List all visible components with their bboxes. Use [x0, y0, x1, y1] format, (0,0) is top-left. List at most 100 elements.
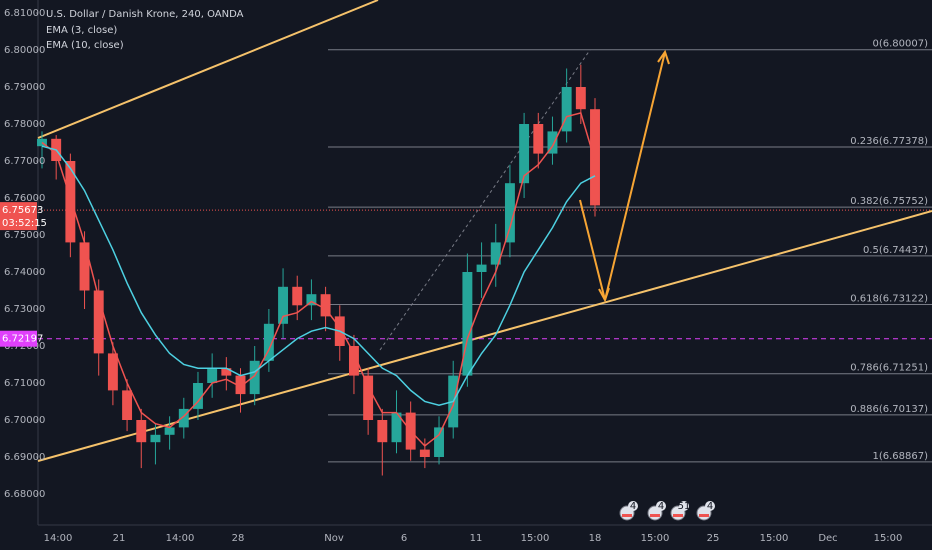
indicator-label: EMA (3, close) [46, 25, 117, 36]
event-count: 4 [658, 501, 664, 512]
candle-body [249, 360, 260, 395]
x-tick-label: 28 [232, 533, 245, 544]
event-icon[interactable]: 4 [696, 501, 715, 521]
event-flag-stripe [622, 514, 632, 517]
event-icon[interactable]: 51 [670, 501, 690, 521]
candle-body [193, 383, 203, 409]
fib-label: 0.5(6.74437) [863, 245, 928, 256]
candle-body [79, 242, 90, 291]
event-icon[interactable]: 4 [619, 501, 638, 521]
y-tick-label: 6.73000 [4, 304, 45, 315]
chart-title: U.S. Dollar / Danish Krone, 240, OANDA [46, 9, 244, 20]
y-tick-label: 6.70000 [4, 415, 45, 426]
candle-body [547, 131, 558, 154]
event-count: 4 [707, 501, 713, 512]
x-tick-label: 15:00 [874, 533, 903, 544]
last-price-label: 6.75673 [2, 205, 43, 216]
y-tick-label: 6.74000 [4, 267, 45, 278]
candle-body [561, 87, 572, 132]
y-tick-label: 6.76000 [4, 193, 45, 204]
event-icon[interactable]: 4 [647, 501, 666, 521]
candle-body [504, 183, 515, 243]
candle-body [575, 87, 586, 110]
alert-tag-label: 6.72197 [2, 334, 43, 345]
x-tick-label: Nov [324, 533, 344, 544]
countdown-label: 03:52:15 [2, 218, 47, 229]
x-tick-label: 14:00 [166, 533, 195, 544]
fib-trend-line [379, 49, 591, 351]
event-flag-stripe [673, 514, 683, 517]
ema-line [41, 145, 596, 406]
fib-label: 0.786(6.71251) [850, 363, 928, 374]
x-tick-label: 25 [707, 533, 720, 544]
indicator-label: EMA (10, close) [46, 40, 124, 51]
fib-label: 1(6.68867) [872, 451, 928, 462]
event-flag-stripe [650, 514, 660, 517]
candle-body [136, 420, 147, 443]
candle-body [348, 346, 359, 376]
x-tick-label: Dec [818, 533, 837, 544]
candle-body [490, 242, 501, 265]
y-tick-label: 6.71000 [4, 378, 45, 389]
event-badge [705, 501, 715, 511]
fib-label: 0.382(6.75752) [850, 196, 928, 207]
y-tick-label: 6.80000 [4, 45, 45, 56]
axes: 6.680006.690006.700006.710006.720006.730… [0, 8, 902, 544]
y-tick-label: 6.69000 [4, 452, 45, 463]
y-tick-label: 6.78000 [4, 119, 45, 130]
x-tick-label: 15:00 [521, 533, 550, 544]
last-price-tag [0, 202, 37, 231]
fibonacci-retracement[interactable]: 0(6.80007) 0.236(6.77378) 0.382(6.75752) 0.… [328, 39, 932, 463]
y-tick-label: 6.79000 [4, 82, 45, 93]
candle-body [178, 408, 189, 428]
candle-body [363, 375, 374, 420]
x-tick-label: 18 [589, 533, 602, 544]
candle-body [377, 420, 388, 443]
candle-body [590, 109, 600, 206]
candle-body [122, 390, 133, 420]
candle-body [320, 294, 331, 317]
candle-body [150, 434, 161, 443]
ema-line [41, 111, 596, 447]
candle-body [235, 375, 246, 395]
candle-body [462, 272, 473, 376]
event-count: 4 [630, 501, 636, 512]
candle-body [476, 264, 487, 272]
x-tick-label: 15:00 [641, 533, 670, 544]
candle-body [519, 124, 530, 184]
candle-body [164, 427, 175, 435]
fib-label: 0.236(6.77378) [850, 136, 928, 147]
candle-body [419, 449, 430, 457]
candle-body [263, 323, 274, 361]
candle-body [207, 368, 218, 383]
event-flag-stripe [699, 514, 709, 517]
y-tick-label: 6.68000 [4, 489, 45, 500]
fib-label: 0(6.80007) [872, 39, 928, 50]
upper-trendline[interactable] [37, 0, 379, 139]
candle-body [292, 286, 303, 306]
x-tick-label: 15:00 [760, 533, 789, 544]
candle-body [107, 353, 118, 391]
candle-body [278, 286, 289, 324]
alert-tag [0, 330, 37, 347]
candle-body [65, 161, 76, 243]
y-tick-label: 6.81000 [4, 8, 45, 19]
event-badge [628, 501, 638, 511]
x-tick-label: 6 [401, 533, 407, 544]
y-tick-label: 6.75000 [4, 230, 45, 241]
fib-label: 0.886(6.70137) [850, 404, 928, 415]
plot-area [37, 64, 932, 476]
y-tick-label: 6.77000 [4, 156, 45, 167]
event-badge [679, 501, 689, 511]
candle-body [306, 294, 317, 306]
candle-body [533, 124, 544, 154]
x-tick-label: 21 [113, 533, 126, 544]
arrow-head [598, 287, 610, 303]
x-tick-label: 14:00 [44, 533, 73, 544]
candle-body [391, 412, 402, 443]
event-badge [656, 501, 666, 511]
candle-body [221, 368, 232, 376]
fib-label: 0.618(6.73122) [850, 293, 928, 304]
candle-body [434, 427, 444, 457]
